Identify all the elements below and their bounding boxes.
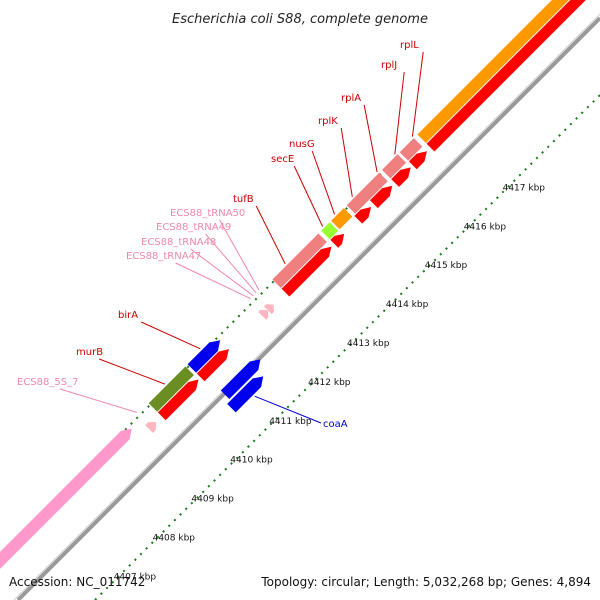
accession-text: Accession: NC_011742	[9, 575, 145, 589]
kbp-tick-label: 4416 kbp	[464, 222, 507, 232]
label-leader-line	[205, 233, 257, 294]
gene-label-bira[interactable]: birA	[118, 310, 138, 321]
backbone-line-inner	[13, 13, 600, 600]
gene-nusG[interactable]	[331, 208, 353, 230]
label-leader-line	[190, 248, 254, 297]
gene-label-rpla[interactable]: rplA	[341, 93, 361, 104]
kbp-tick-label: 4413 kbp	[347, 339, 390, 349]
label-leader-line	[59, 388, 137, 413]
kbp-tick-label: 4411 kbp	[269, 417, 312, 427]
kbp-tick-label: 4417 kbp	[503, 183, 546, 193]
gene-secE-cds[interactable]	[330, 233, 345, 248]
gene-secE[interactable]	[321, 222, 339, 240]
kbp-tick-label: 4407 kbp	[114, 572, 157, 582]
gene-trna-47[interactable]	[263, 304, 274, 315]
gene-label-ecs88_trna48[interactable]: ECS88_tRNA48	[141, 237, 216, 248]
gene-label-murb[interactable]: murB	[76, 347, 103, 358]
gene-tufB[interactable]	[272, 233, 327, 289]
label-leader-line	[411, 51, 424, 137]
gene-label-ecs88_5s_7[interactable]: ECS88_5S_7	[17, 377, 78, 388]
gene-rplA-cds[interactable]	[391, 167, 411, 187]
gene-label-ecs88_trna50[interactable]: ECS88_tRNA50	[170, 208, 245, 219]
label-leader-line	[293, 165, 324, 227]
label-leader-line	[99, 358, 166, 385]
gene-5S[interactable]	[145, 422, 157, 433]
kbp-tick-label: 4415 kbp	[425, 261, 468, 271]
kbp-tick-label: 4412 kbp	[308, 378, 351, 388]
gene-label-rpll[interactable]: rplL	[400, 40, 419, 51]
label-leader-line	[394, 71, 405, 155]
map-title: Escherichia coli S88, complete genome	[172, 12, 428, 27]
gene-tufB-cds[interactable]	[281, 246, 332, 297]
gene-rplL-red[interactable]	[426, 0, 590, 152]
gene-trna-48[interactable]	[258, 309, 269, 320]
label-leader-line	[311, 150, 336, 215]
gene-label-nusg[interactable]: nusG	[289, 139, 315, 150]
label-leader-line	[255, 205, 286, 265]
gene-label-rplk[interactable]: rplK	[318, 116, 338, 127]
gene-birA-cds[interactable]	[196, 349, 229, 382]
gene-rplJ[interactable]	[399, 138, 423, 161]
gene-label-sece[interactable]: secE	[271, 154, 294, 165]
label-leader-line	[340, 127, 353, 197]
gene-rplA[interactable]	[382, 154, 407, 179]
backbone-line	[16, 16, 600, 600]
label-leader-line	[254, 395, 322, 424]
gene-rrna-pink[interactable]	[0, 428, 132, 582]
gene-murB[interactable]	[148, 366, 194, 412]
gene-rplK-cds[interactable]	[370, 185, 393, 209]
kbp-tick-label: 4414 kbp	[386, 300, 429, 310]
kbp-tick-label: 4410 kbp	[230, 456, 273, 466]
gene-coaA-1[interactable]	[227, 376, 264, 413]
label-leader-line	[219, 219, 260, 291]
label-leader-line	[363, 104, 378, 173]
gene-birA[interactable]	[187, 340, 221, 373]
gene-murB-cds[interactable]	[157, 379, 199, 421]
kbp-tick-label: 4408 kbp	[153, 534, 196, 544]
gene-nusG-cds[interactable]	[354, 207, 372, 224]
gene-features	[0, 0, 590, 582]
topology-text: Topology: circular; Length: 5,032,268 bp…	[260, 575, 591, 589]
gene-rplL-orange[interactable]	[417, 0, 581, 143]
kbp-ticks: 4407 kbp 4408 kbp 4409 kbp 4410 kbp 4411 kbp…	[114, 183, 546, 582]
gene-label-tufb[interactable]: tufB	[233, 194, 254, 205]
label-leader-line	[140, 321, 201, 350]
gene-rplK[interactable]	[346, 172, 388, 214]
gene-rplJ-cds[interactable]	[408, 151, 427, 170]
gene-label-ecs88_trna47[interactable]: ECS88_tRNA47	[126, 251, 201, 262]
gene-coaA-2[interactable]	[220, 359, 261, 399]
gene-label-rplj[interactable]: rplJ	[381, 60, 397, 71]
gene-label-ecs88_trna49[interactable]: ECS88_tRNA49	[156, 222, 231, 233]
kbp-tick-label: 4409 kbp	[191, 495, 234, 505]
label-leader-line	[175, 262, 251, 300]
gene-label-coaa[interactable]: coaA	[323, 419, 348, 430]
